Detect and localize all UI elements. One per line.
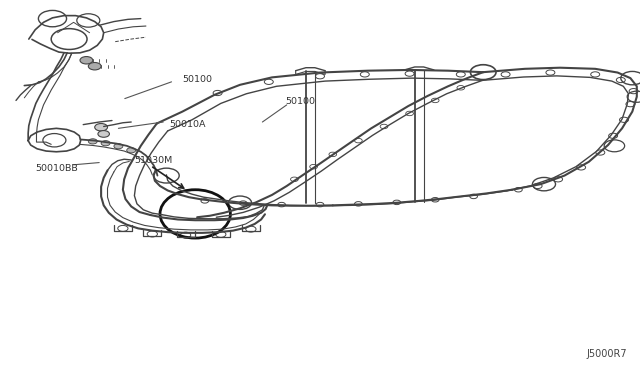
- Circle shape: [98, 131, 109, 137]
- Circle shape: [80, 57, 93, 64]
- Text: 50010BB: 50010BB: [35, 164, 78, 173]
- Circle shape: [114, 144, 123, 149]
- Text: J5000R7: J5000R7: [587, 349, 627, 359]
- Circle shape: [127, 148, 136, 153]
- Text: 51030M: 51030M: [134, 156, 173, 165]
- Circle shape: [88, 139, 97, 144]
- Circle shape: [95, 124, 108, 131]
- Text: 50010A: 50010A: [170, 120, 206, 129]
- Circle shape: [101, 141, 110, 146]
- Circle shape: [88, 62, 101, 70]
- Text: 50100: 50100: [182, 76, 212, 84]
- Text: 50100: 50100: [285, 97, 315, 106]
